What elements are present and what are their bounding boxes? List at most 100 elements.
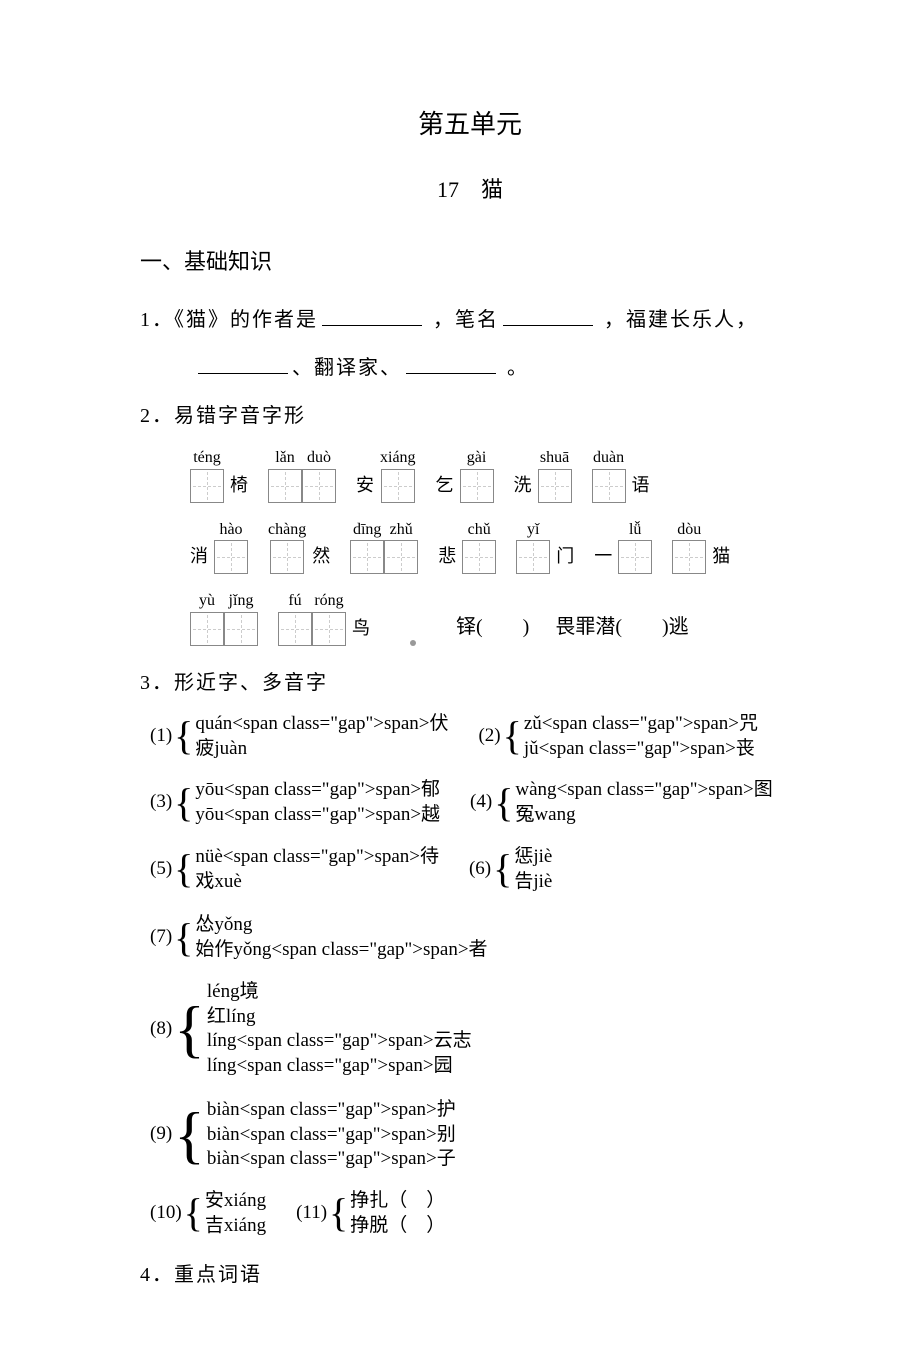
char-box-stack: gài bbox=[460, 449, 494, 503]
brace-row: (10){安xiáng吉xiáng (11){挣扎（ ）挣脱（ ） bbox=[150, 1189, 800, 1238]
char-write-box[interactable] bbox=[302, 469, 336, 503]
char-box-group: gài bbox=[460, 449, 494, 503]
char-write-box[interactable] bbox=[462, 540, 496, 574]
q1-prefix: 1．《猫》的作者是 bbox=[140, 309, 318, 331]
pinyin-label: lǚ bbox=[629, 521, 641, 539]
brace-line: yōu<span class="gap">span>郁 bbox=[195, 778, 440, 802]
brace-group: (3){yōu<span class="gap">span>郁yōu<span … bbox=[150, 778, 440, 827]
paren-blank-qian[interactable]: 畏罪潜( )逃 bbox=[555, 608, 688, 646]
pinyin-label: zhǔ bbox=[390, 521, 413, 539]
brace-line: 安xiáng bbox=[205, 1189, 266, 1213]
pinyin-label: yù bbox=[199, 592, 215, 610]
char-write-box[interactable] bbox=[312, 612, 346, 646]
char-box-group: téng bbox=[190, 449, 224, 503]
unit-title: 第五单元 bbox=[140, 100, 800, 149]
q1-line2-mid: 、翻译家、 bbox=[292, 357, 402, 379]
char-write-box[interactable] bbox=[190, 469, 224, 503]
char-box-stack: chǔ bbox=[462, 521, 496, 575]
question-1-line-1: 1．《猫》的作者是 ，笔名 ，福建长乐人， bbox=[140, 301, 800, 339]
char-box-stack: chàng bbox=[268, 521, 306, 575]
brace-group: (11){挣扎（ ）挣脱（ ） bbox=[296, 1189, 445, 1238]
brace-row: (5){nüè<span class="gap">span>待戏xuè(6){惩… bbox=[150, 845, 800, 962]
char-box-group: xiáng bbox=[380, 449, 416, 503]
brace-icon: { bbox=[174, 1106, 205, 1164]
blank-role-1[interactable] bbox=[198, 354, 288, 374]
char-write-box[interactable] bbox=[190, 612, 224, 646]
pinyin-label: shuā bbox=[540, 449, 569, 467]
blank-penname[interactable] bbox=[503, 306, 593, 326]
char-box-stack: hào bbox=[214, 521, 248, 575]
char-write-box[interactable] bbox=[538, 469, 572, 503]
char-box-stack: duàn bbox=[592, 449, 626, 503]
char-box-stack: shuā bbox=[538, 449, 572, 503]
group-number: (4) bbox=[470, 784, 492, 820]
char-suffix: 鸟 bbox=[352, 611, 370, 645]
char-write-box[interactable] bbox=[268, 469, 302, 503]
char-write-box[interactable] bbox=[672, 540, 706, 574]
char-write-box[interactable] bbox=[460, 469, 494, 503]
brace-row: (3){yōu<span class="gap">span>郁yōu<span … bbox=[150, 778, 800, 827]
brace-lines: 惩jiè告jiè bbox=[514, 845, 552, 894]
brace-line: 始作yǒng<span class="gap">span>者 bbox=[195, 938, 487, 962]
brace-line: 惩jiè bbox=[514, 845, 552, 869]
char-box-group: dīngzhǔ bbox=[350, 521, 418, 575]
blank-role-2[interactable] bbox=[406, 354, 496, 374]
group-number: (8) bbox=[150, 1011, 172, 1047]
char-write-box[interactable] bbox=[516, 540, 550, 574]
brace-lines: nüè<span class="gap">span>待戏xuè bbox=[195, 845, 439, 894]
group-number: (5) bbox=[150, 851, 172, 887]
blank-author[interactable] bbox=[322, 306, 422, 326]
pinyin-label: yǐ bbox=[527, 521, 539, 539]
brace-line: 吉xiáng bbox=[205, 1214, 266, 1238]
pinyin-item: yùjǐng bbox=[190, 592, 258, 646]
pinyin-label: dòu bbox=[677, 521, 701, 539]
brace-group: (9){biàn<span class="gap">span>护biàn<spa… bbox=[150, 1098, 456, 1171]
section-heading-1: 一、基础知识 bbox=[140, 241, 800, 283]
char-write-box[interactable] bbox=[381, 469, 415, 503]
char-write-box[interactable] bbox=[350, 540, 384, 574]
char-box-stack: dīng bbox=[350, 521, 384, 575]
char-write-box[interactable] bbox=[214, 540, 248, 574]
brace-group: (2){zǔ<span class="gap">span>咒jǔ<span cl… bbox=[478, 712, 757, 761]
char-suffix: 门 bbox=[556, 539, 574, 573]
worksheet-page: 第五单元 17 猫 一、基础知识 1．《猫》的作者是 ，笔名 ，福建长乐人， 、… bbox=[0, 0, 920, 1364]
brace-line: 疲juàn bbox=[195, 737, 448, 761]
paren-blank-duo[interactable]: 铎( ) bbox=[456, 608, 529, 646]
pinyin-row: téng椅lǎnduò安xiáng乞gài洗shuāduàn语 bbox=[190, 449, 800, 503]
bullet-icon bbox=[410, 640, 416, 646]
char-write-box[interactable] bbox=[618, 540, 652, 574]
pinyin-label: chàng bbox=[268, 521, 306, 539]
char-box-group: lǎnduò bbox=[268, 449, 336, 503]
question-1-line-2: 、翻译家、 。 bbox=[194, 349, 800, 387]
brace-line: quán<span class="gap">span>伏 bbox=[195, 712, 448, 736]
pinyin-item: chàng然 bbox=[268, 521, 330, 575]
brace-group: (7){怂yǒng始作yǒng<span class="gap">span>者 bbox=[150, 913, 488, 962]
brace-line: líng<span class="gap">span>园 bbox=[207, 1054, 472, 1078]
pinyin-label: dīng bbox=[353, 521, 381, 539]
char-write-box[interactable] bbox=[592, 469, 626, 503]
pinyin-item: téng椅 bbox=[190, 449, 248, 503]
pinyin-label: jǐng bbox=[229, 592, 254, 610]
char-box-group: dòu bbox=[672, 521, 706, 575]
brace-line: 怂yǒng bbox=[195, 913, 487, 937]
char-suffix: 椅 bbox=[230, 468, 248, 502]
char-box-stack: fú bbox=[278, 592, 312, 646]
brace-group: (6){惩jiè告jiè bbox=[469, 845, 552, 894]
brace-icon: { bbox=[174, 920, 193, 956]
char-write-box[interactable] bbox=[224, 612, 258, 646]
brace-icon: { bbox=[184, 1195, 203, 1231]
pinyin-box-area: téng椅lǎnduò安xiáng乞gài洗shuāduàn语消hàochàng… bbox=[190, 449, 800, 646]
pinyin-label: xiáng bbox=[380, 449, 416, 467]
char-write-box[interactable] bbox=[270, 540, 304, 574]
pinyin-label: duàn bbox=[593, 449, 624, 467]
brace-group: (10){安xiáng吉xiáng bbox=[150, 1189, 266, 1238]
char-write-box[interactable] bbox=[384, 540, 418, 574]
brace-lines: 安xiáng吉xiáng bbox=[205, 1189, 266, 1238]
brace-icon: { bbox=[503, 718, 522, 754]
char-write-box[interactable] bbox=[278, 612, 312, 646]
char-box-stack: róng bbox=[312, 592, 346, 646]
pinyin-item: 安xiáng bbox=[356, 449, 416, 503]
brace-icon: { bbox=[174, 851, 193, 887]
char-box-group: yǐ bbox=[516, 521, 550, 575]
brace-line: biàn<span class="gap">span>别 bbox=[207, 1123, 456, 1147]
